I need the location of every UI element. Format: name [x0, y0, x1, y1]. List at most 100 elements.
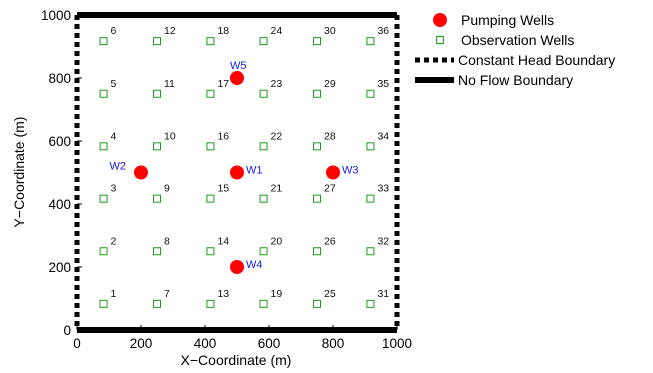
- observation-well-marker: [206, 247, 215, 256]
- pumping-wells: W1 W2 W3 W4 W5: [110, 60, 359, 274]
- observation-well-marker: [99, 89, 108, 98]
- axis-ticks: 0 200 400 600 800 1000 0 200 400 600 800 1000: [41, 8, 412, 351]
- observation-well-marker: [153, 142, 161, 151]
- observation-well-marker: [366, 89, 375, 98]
- observation-well-label: 9: [164, 183, 170, 195]
- observation-well-marker: [313, 142, 321, 151]
- observation-well-label: 10: [164, 130, 176, 142]
- observation-well-label: 17: [217, 78, 229, 90]
- observation-well-label: 8: [164, 235, 170, 247]
- observation-well-marker: [206, 142, 215, 151]
- observation-well-label: 6: [111, 25, 117, 37]
- pumping-well-marker: [230, 165, 244, 180]
- observation-well-label: 7: [164, 288, 170, 300]
- observation-well-label: 29: [324, 78, 336, 90]
- x-axis-label: X−Coordinate (m): [181, 352, 292, 368]
- observation-well-label: 18: [217, 25, 229, 37]
- observation-well-marker: [259, 37, 268, 46]
- observation-well-label: 24: [271, 25, 283, 37]
- observation-well-marker: [366, 299, 375, 308]
- legend-item: Constant Head Boundary: [415, 52, 615, 68]
- observation-well-marker: [259, 89, 268, 98]
- pumping-well-label: W2: [110, 161, 127, 173]
- observation-well-marker: [153, 247, 161, 256]
- observation-well-marker: [153, 89, 161, 98]
- observation-well-label: 21: [271, 183, 283, 195]
- y-tick-label: 400: [48, 197, 71, 212]
- pumping-well-label: W5: [230, 60, 247, 72]
- observation-well-label: 34: [377, 130, 389, 142]
- observation-well-label: 19: [271, 288, 283, 300]
- y-axis-label: Y−Coordinate (m): [11, 117, 27, 228]
- observation-well-marker: [313, 37, 321, 46]
- observation-well-marker: [99, 194, 108, 203]
- observation-well-label: 13: [217, 288, 229, 300]
- y-tick-label: 0: [63, 323, 71, 338]
- observation-well-label: 11: [164, 78, 175, 90]
- observation-well-marker: [99, 142, 108, 151]
- observation-well-marker: [366, 194, 375, 203]
- observation-well-marker: [313, 194, 321, 203]
- legend-label: Observation Wells: [461, 32, 574, 48]
- legend-item: Pumping Wells: [433, 12, 554, 28]
- observation-well-label: 23: [271, 78, 283, 90]
- pumping-well-label: W1: [246, 165, 263, 177]
- x-tick-label: 200: [130, 336, 153, 351]
- observation-well-label: 25: [324, 288, 336, 300]
- observation-well-marker: [206, 299, 215, 308]
- observation-well-marker: [366, 142, 375, 151]
- observation-well-marker: [313, 89, 321, 98]
- legend: Pumping Wells Observation Wells Constant H…: [415, 12, 615, 88]
- observation-well-marker: [206, 89, 215, 98]
- observation-well-marker: [206, 37, 215, 46]
- observation-well-label: 22: [271, 130, 283, 142]
- observation-well-label: 35: [377, 78, 389, 90]
- legend-item: No Flow Boundary: [415, 72, 573, 88]
- observation-well-marker: [259, 299, 268, 308]
- y-tick-label: 800: [48, 71, 71, 86]
- x-tick-label: 400: [194, 336, 217, 351]
- observation-well-label: 27: [324, 183, 336, 195]
- y-tick-label: 600: [48, 134, 71, 149]
- pumping-well-label: W4: [246, 259, 263, 271]
- legend-label: Pumping Wells: [461, 12, 554, 28]
- observation-well-marker: [259, 194, 268, 203]
- observation-well-marker: [153, 299, 161, 308]
- legend-symbol-circle: [433, 13, 447, 27]
- x-tick-label: 600: [258, 336, 281, 351]
- observation-well-marker: [313, 247, 321, 256]
- observation-well-label: 20: [271, 235, 283, 247]
- y-tick-label: 1000: [41, 8, 71, 23]
- observation-well-label: 12: [164, 25, 176, 37]
- observation-well-label: 2: [111, 235, 117, 247]
- observation-well-label: 1: [111, 288, 117, 300]
- y-tick-label: 200: [48, 260, 71, 275]
- pumping-well-marker: [230, 260, 244, 274]
- observation-well-marker: [206, 194, 215, 203]
- legend-label: Constant Head Boundary: [458, 52, 615, 68]
- boundary-lines: [74, 12, 400, 333]
- pumping-well-marker: [326, 165, 340, 180]
- observation-well-marker: [366, 37, 375, 46]
- observation-well-label: 30: [324, 25, 336, 37]
- observation-well-label: 36: [377, 25, 389, 37]
- pumping-well-label: W3: [342, 165, 359, 177]
- observation-well-marker: [259, 247, 268, 256]
- observation-well-label: 14: [217, 235, 229, 247]
- observation-well-marker: [153, 37, 161, 46]
- observation-well-marker: [99, 299, 108, 308]
- observation-well-label: 16: [217, 130, 229, 142]
- observation-well-marker: [259, 142, 268, 151]
- observation-well-label: 31: [377, 288, 389, 300]
- x-tick-label: 800: [322, 336, 345, 351]
- observation-well-marker: [99, 247, 108, 256]
- x-tick-label: 1000: [382, 336, 412, 351]
- legend-label: No Flow Boundary: [458, 72, 573, 88]
- observation-well-label: 28: [324, 130, 336, 142]
- observation-well-label: 4: [111, 130, 117, 142]
- observation-well-marker: [153, 194, 161, 203]
- legend-item: Observation Wells: [436, 32, 574, 48]
- observation-well-label: 3: [111, 183, 117, 195]
- observation-well-label: 26: [324, 235, 336, 247]
